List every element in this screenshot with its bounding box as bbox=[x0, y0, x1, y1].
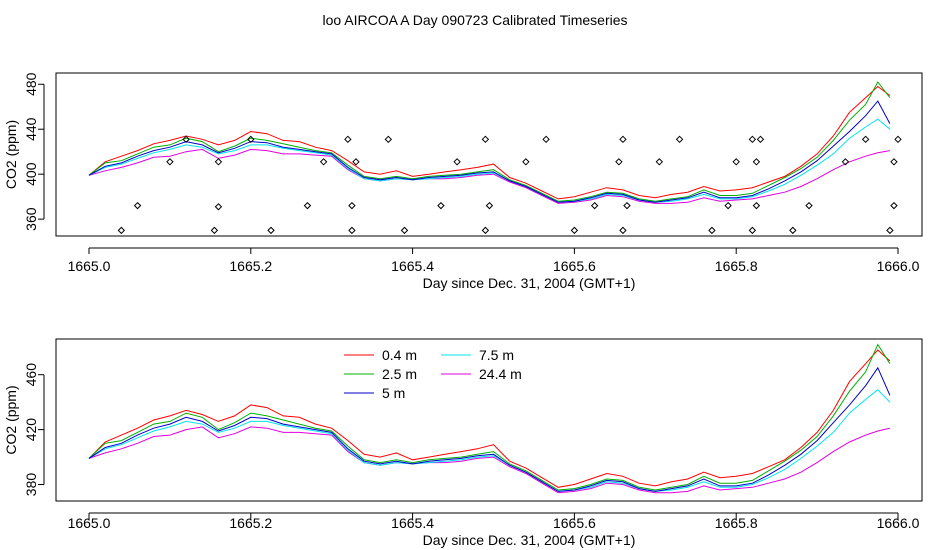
series-line-2-5-m bbox=[88, 343, 891, 491]
x-tick-label: 1665.4 bbox=[391, 258, 434, 274]
data-marker bbox=[485, 201, 494, 210]
x-tick-label: 1666.0 bbox=[877, 258, 920, 274]
series-line-5-m bbox=[88, 100, 891, 203]
y-tick-label: 380 bbox=[23, 473, 39, 497]
data-marker bbox=[166, 158, 174, 166]
data-marker bbox=[384, 135, 393, 144]
data-marker bbox=[570, 226, 579, 235]
data-marker bbox=[886, 226, 894, 235]
data-marker bbox=[655, 158, 664, 166]
data-marker bbox=[133, 201, 142, 210]
x-tick-label: 1665.8 bbox=[715, 258, 758, 274]
data-marker bbox=[247, 135, 255, 144]
series-line-0-4-m bbox=[88, 349, 891, 488]
data-marker bbox=[214, 203, 223, 211]
data-marker bbox=[752, 158, 761, 166]
data-marker bbox=[732, 158, 740, 166]
x-tick-label: 1665.8 bbox=[715, 515, 758, 531]
data-marker bbox=[542, 135, 550, 144]
data-marker bbox=[210, 226, 219, 235]
x-tick-label: 1665.2 bbox=[229, 515, 272, 531]
x-tick-label: 1665.2 bbox=[229, 258, 272, 274]
data-marker bbox=[344, 135, 352, 144]
data-marker bbox=[117, 226, 126, 235]
data-marker bbox=[437, 201, 445, 210]
data-marker bbox=[756, 135, 765, 144]
series-line-5-m bbox=[88, 366, 891, 492]
data-marker bbox=[752, 201, 761, 210]
y-tick-label: 460 bbox=[23, 363, 39, 387]
data-marker bbox=[453, 158, 461, 166]
data-marker bbox=[623, 201, 631, 210]
series-line-7-5-m bbox=[88, 389, 891, 492]
data-marker bbox=[590, 201, 599, 210]
data-marker bbox=[615, 158, 623, 166]
data-marker bbox=[303, 201, 312, 210]
data-marker bbox=[675, 135, 684, 144]
data-marker bbox=[708, 226, 716, 235]
panel-2: 1665.0 1665.2 1665.4 1665.6 1665.8 1666.0 380 4… bbox=[3, 338, 923, 548]
data-marker bbox=[352, 158, 360, 166]
x-axis-label: Day since Dec. 31, 2004 (GMT+1) bbox=[423, 532, 636, 548]
data-marker bbox=[348, 201, 356, 210]
legend-label: 7.5 m bbox=[479, 347, 514, 363]
data-marker bbox=[522, 158, 530, 166]
data-marker bbox=[861, 135, 870, 144]
data-marker bbox=[894, 135, 902, 144]
y-tick-label: 400 bbox=[23, 162, 39, 186]
x-tick-label: 1665.6 bbox=[553, 258, 596, 274]
legend-label: 0.4 m bbox=[382, 347, 417, 363]
data-marker bbox=[481, 226, 490, 235]
y-tick-label: 480 bbox=[23, 72, 39, 96]
y-axis-label: CO2 (ppm) bbox=[3, 120, 19, 189]
data-marker bbox=[619, 135, 627, 144]
y-axis-label: CO2 (ppm) bbox=[3, 385, 19, 454]
series-line-0-4-m bbox=[88, 85, 891, 200]
series-line-2-5-m bbox=[88, 81, 891, 202]
data-marker bbox=[841, 158, 850, 166]
x-axis-label: Day since Dec. 31, 2004 (GMT+1) bbox=[423, 275, 636, 291]
data-marker bbox=[619, 226, 627, 235]
data-marker bbox=[748, 135, 757, 144]
x-tick-label: 1665.0 bbox=[68, 258, 111, 274]
plot-frame bbox=[55, 72, 923, 237]
x-tick-label: 1665.0 bbox=[68, 515, 111, 531]
data-marker bbox=[267, 226, 275, 235]
data-marker bbox=[789, 226, 797, 235]
y-tick-label: 420 bbox=[23, 418, 39, 442]
x-tick-label: 1666.0 bbox=[877, 515, 920, 531]
data-marker bbox=[214, 158, 223, 166]
data-marker bbox=[319, 158, 328, 166]
data-marker bbox=[890, 158, 898, 166]
plot-frame bbox=[55, 338, 923, 502]
data-marker bbox=[182, 135, 190, 144]
legend-label: 2.5 m bbox=[382, 366, 417, 382]
series-line-24-4-m bbox=[88, 426, 891, 494]
data-marker bbox=[748, 226, 757, 235]
data-layer bbox=[88, 343, 891, 494]
x-tick-label: 1665.4 bbox=[391, 515, 434, 531]
data-marker bbox=[805, 201, 813, 210]
data-marker bbox=[890, 201, 898, 210]
y-tick-label: 360 bbox=[23, 207, 39, 231]
legend-label: 24.4 m bbox=[479, 366, 522, 382]
y-tick-label: 440 bbox=[23, 117, 39, 141]
chart-title: loo AIRCOA A Day 090723 Calibrated Times… bbox=[322, 12, 628, 28]
data-marker bbox=[400, 226, 409, 235]
data-marker bbox=[481, 135, 490, 144]
panel-1: 1665.0 1665.2 1665.4 1665.6 1665.8 1666.0 360 4… bbox=[3, 72, 923, 291]
series-line-7-5-m bbox=[88, 118, 891, 203]
data-layer bbox=[88, 81, 902, 235]
legend-label: 5 m bbox=[382, 385, 405, 401]
x-tick-label: 1665.6 bbox=[553, 515, 596, 531]
series-line-24-4-m bbox=[88, 148, 890, 204]
data-marker bbox=[348, 226, 356, 235]
data-marker bbox=[724, 201, 732, 210]
